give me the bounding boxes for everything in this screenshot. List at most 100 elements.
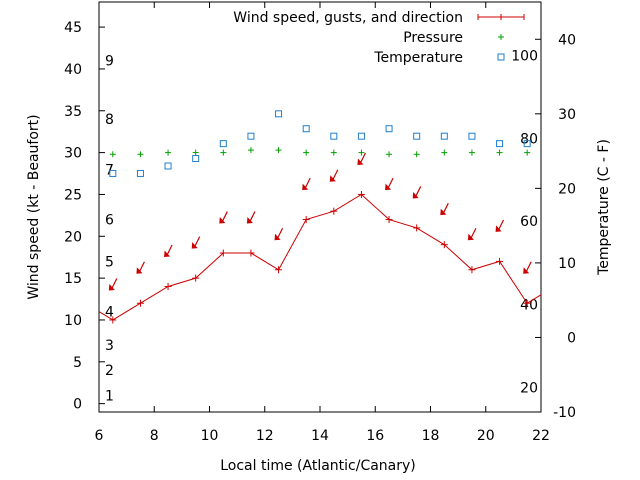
pressure-point [413,151,420,158]
beaufort-label: 3 [105,338,114,354]
beaufort-label: 1 [105,388,114,404]
fahrenheit-label: 20 [520,380,538,396]
beaufort-label: 2 [105,363,114,379]
temperature-point [496,140,504,148]
beaufort-label: 8 [105,112,114,128]
temperature-point [219,140,227,148]
fahrenheit-label: 60 [520,214,538,230]
wind-speed-point [385,216,393,224]
temperature-point [302,125,310,133]
legend-swatch-temperature [497,53,505,61]
legend-label: Wind speed, gusts, and direction [233,10,463,26]
x-tick-label: 6 [95,428,104,444]
wind-speed-point [357,190,365,198]
y-tick-label: 40 [64,62,82,78]
beaufort-label: 9 [105,54,114,70]
pressure-point [137,151,144,158]
legend-swatch-wind [477,14,525,20]
wind-direction-arrow [136,261,145,274]
pressure-point [524,149,531,156]
wind-speed-point [496,257,504,265]
x-tick-label: 12 [256,428,274,444]
temperature-point [136,169,144,177]
temperature-point [413,132,421,140]
pressure-point [386,151,393,158]
x-tick-label: 22 [532,428,550,444]
beaufort-label: 4 [105,305,114,321]
y-tick-label: 10 [64,313,82,329]
wind-direction-arrow [302,177,311,191]
wind-speed-point [164,282,172,290]
temperature-point [357,132,365,140]
wind-speed-point [192,274,200,282]
y2-tick-label: 30 [558,107,576,123]
fahrenheit-label: 100 [511,49,538,65]
y-tick-label: 45 [64,20,82,36]
y-tick-label: 5 [73,355,82,371]
pressure-point [330,149,337,156]
pressure-point [220,149,227,156]
wind-speed-point [440,241,448,249]
wind-speed-point [413,224,421,232]
wind-direction-arrow [219,211,228,224]
y-tick-label: 30 [64,146,82,162]
pressure-point [303,149,310,156]
y2-tick-label: 40 [558,32,576,48]
legend-label: Pressure [403,30,463,46]
temperature-point [440,132,448,140]
x-tick-label: 20 [477,428,495,444]
pressure-point [441,149,448,156]
beaufort-label: 6 [105,213,114,229]
wind-direction-arrow [495,219,505,232]
pressure-point [109,151,116,158]
wind-speed-point [247,249,255,257]
wind-speed-point [468,266,476,274]
x-tick-label: 8 [150,428,159,444]
wind-direction-arrow [108,278,118,291]
pressure-point [192,149,199,156]
wind-direction-arrow [191,236,201,249]
x-tick-label: 10 [201,428,219,444]
pressure-point [496,149,503,156]
y2-tick-label: 20 [558,181,576,197]
wind-speed-point [523,299,531,307]
wind-direction-arrow [467,228,477,241]
y2-tick-label: -10 [553,405,576,421]
wind-speed-point [109,316,117,324]
legend-swatch-pressure [498,34,504,40]
pressure-point [247,147,254,154]
temperature-point [468,132,476,140]
pressure-point [165,149,172,156]
temperature-point [275,110,283,118]
pressure-point [468,149,475,156]
temperature-point [385,125,393,133]
y2-tick-label: 0 [567,330,576,346]
y-tick-label: 20 [64,229,82,245]
temperature-point [247,132,255,140]
temperature-point [164,162,172,170]
temperature-point [109,169,117,177]
temperature-point [523,140,531,148]
y-tick-label: 15 [64,271,82,287]
pressure-point [275,147,282,154]
y-axis-label: Wind speed (kt - Beaufort) [26,114,42,299]
x-tick-label: 16 [366,428,384,444]
wind-direction-arrow [357,152,366,165]
wind-speed-point [219,249,227,257]
wind-direction-arrow [385,177,394,191]
wind-direction-arrow [274,228,284,241]
wind-direction-arrow [412,186,422,199]
wind-direction-arrow [440,202,449,216]
wind-speed-point [302,216,310,224]
y2-axis-label: Temperature (C - F) [596,139,612,276]
wind-speed-point [136,299,144,307]
wind-direction-arrow [164,244,173,258]
wind-speed-line [98,193,542,321]
fahrenheit-label: 40 [520,298,538,314]
fahrenheit-label: 80 [520,131,538,147]
y-tick-label: 35 [64,104,82,120]
temperature-point [330,132,338,140]
y-tick-label: 0 [73,397,82,413]
temperature-point [192,155,200,163]
